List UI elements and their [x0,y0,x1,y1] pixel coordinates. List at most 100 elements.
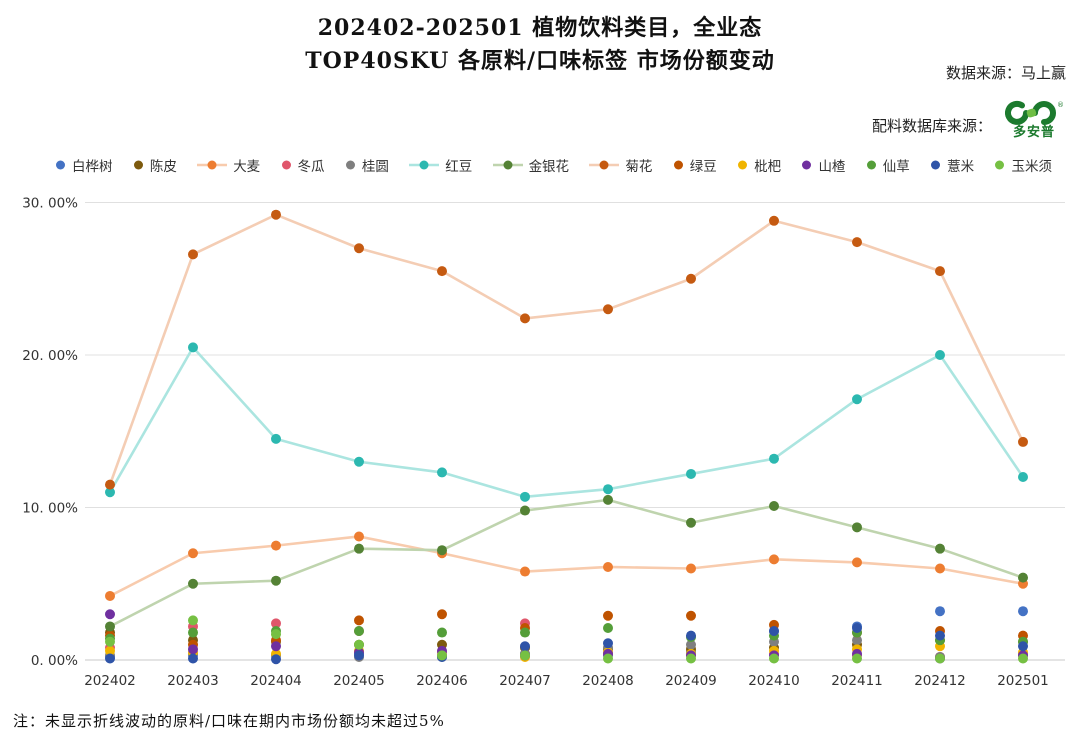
registered-mark: ® [1057,101,1063,109]
legend-marker-icon [133,160,143,170]
legend-label: 菊花 [625,159,653,175]
data-point-枇杷 [105,645,115,656]
data-point-玉米须 [935,653,945,664]
data-point-山楂 [105,609,115,620]
legend-item-冬瓜: 冬瓜 [281,155,325,175]
data-point-薏米 [105,653,115,664]
data-point-金银花 [354,543,364,554]
data-point-白桦树 [935,606,945,617]
data-point-玉米须 [1018,653,1028,664]
legend-label: 陈皮 [149,159,177,175]
data-point-红豆 [1018,472,1028,482]
data-point-菊花 [603,304,613,315]
x-axis-tick-label: 202501 [997,673,1049,689]
data-point-薏米 [520,641,530,652]
legend-label: 枇杷 [754,159,782,175]
duoanpu-logo: ® 多安普 [1002,100,1066,140]
title-line-2: TOP40SKU 各原料/口味标签 市场份额变动 [305,48,775,74]
data-point-大麦 [852,557,862,568]
data-point-金银花 [188,578,198,589]
data-point-金银花 [769,500,779,511]
data-point-薏米 [271,654,281,665]
legend-label: 冬瓜 [297,159,325,175]
data-point-薏米 [188,653,198,664]
data-point-金银花 [437,545,447,556]
data-point-红豆 [935,350,945,360]
duoanpu-logo-text: 多安普 [1012,125,1055,140]
data-point-玉米须 [271,629,281,640]
data-point-菊花 [520,313,530,324]
data-point-薏米 [1018,641,1028,652]
data-point-薏米 [852,622,862,633]
data-point-红豆 [852,394,862,405]
data-point-金银花 [271,575,281,586]
data-point-绿豆 [686,610,696,621]
data-point-菊花 [686,273,696,284]
data-point-菊花 [105,479,115,490]
legend-item-红豆: 红豆 [409,155,472,175]
title-line-1: 202402-202501 植物饮料类目，全业态 [317,15,763,41]
y-axis-tick-label: 20. 00% [22,348,78,364]
data-point-菊花 [354,243,364,254]
data-point-红豆 [105,487,115,498]
data-point-玉米须 [188,615,198,626]
legend-label: 大麦 [233,159,261,175]
data-point-仙草 [437,627,447,638]
legend-item-玉米须: 玉米须 [994,155,1052,175]
x-axis-tick-label: 202407 [499,673,551,689]
data-point-金银花 [603,494,613,505]
x-axis-tick-label: 202402 [84,673,136,689]
data-point-玉米须 [603,653,613,664]
x-axis-tick-label: 202410 [748,673,800,689]
data-point-绿豆 [603,610,613,621]
data-point-菊花 [769,215,779,226]
legend-item-枇杷: 枇杷 [737,155,781,175]
legend-marker-icon [409,160,440,170]
data-point-金银花 [935,543,945,554]
legend-label: 仙草 [882,159,910,175]
legend-item-桂圆: 桂圆 [345,155,389,175]
data-point-大麦 [603,561,613,572]
data-point-玉米须 [437,650,447,661]
data-point-大麦 [686,563,696,574]
data-point-山楂 [271,641,281,652]
data-point-仙草 [188,627,198,638]
data-point-大麦 [105,590,115,601]
data-point-金银花 [105,621,115,632]
legend-marker-icon [589,160,620,170]
data-point-菊花 [271,209,281,220]
data-point-仙草 [520,627,530,638]
legend-marker-icon [56,160,65,170]
data-point-薏米 [686,630,696,641]
legend-item-金银花: 金银花 [492,155,569,175]
y-axis-tick-label: 0. 00% [31,653,78,669]
legend-marker-icon [738,160,748,170]
legend-item-薏米: 薏米 [930,155,974,175]
data-point-大麦 [520,566,530,577]
data-point-仙草 [354,626,364,637]
data-point-桂圆 [852,635,862,646]
data-point-山楂 [188,644,198,655]
data-point-绿豆 [354,615,364,626]
chart-footnote: 注：未显示折线波动的原料/口味在期内市场份额均未超过5% [13,712,445,730]
ingredient-source-label: 配料数据库来源： [871,117,992,135]
data-point-玉米须 [520,650,530,661]
legend-marker-icon [673,160,683,170]
data-point-红豆 [437,467,447,478]
y-axis-tick-label: 10. 00% [22,501,78,517]
legend-label: 桂圆 [361,159,389,175]
legend-label: 薏米 [947,159,975,175]
legend-marker-icon [197,160,228,170]
x-axis-tick-label: 202404 [250,673,302,689]
legend-label: 山楂 [818,159,846,175]
data-point-大麦 [271,540,281,551]
legend-marker-icon [931,160,941,170]
data-point-金银花 [852,522,862,533]
data-point-玉米须 [852,653,862,664]
data-point-金银花 [1018,572,1028,583]
legend-item-陈皮: 陈皮 [133,155,177,175]
legend-marker-icon [802,160,812,170]
x-axis-tick-label: 202409 [665,673,717,689]
